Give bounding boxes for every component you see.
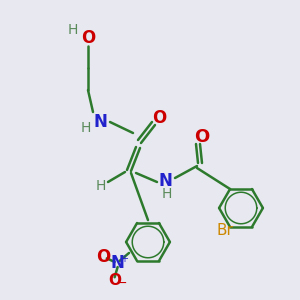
Text: O: O <box>108 273 121 288</box>
Text: H: H <box>68 23 78 37</box>
Text: +: + <box>120 254 128 264</box>
Text: −: − <box>117 277 128 290</box>
Text: O: O <box>81 29 95 47</box>
Text: N: N <box>158 172 172 190</box>
Text: H: H <box>162 187 172 201</box>
Text: H: H <box>81 121 91 135</box>
Text: H: H <box>96 179 106 193</box>
Text: O: O <box>96 248 110 266</box>
Text: N: N <box>111 254 124 272</box>
Text: Br: Br <box>216 223 233 238</box>
Text: N: N <box>93 113 107 131</box>
Text: O: O <box>152 109 166 127</box>
Text: O: O <box>194 128 210 146</box>
